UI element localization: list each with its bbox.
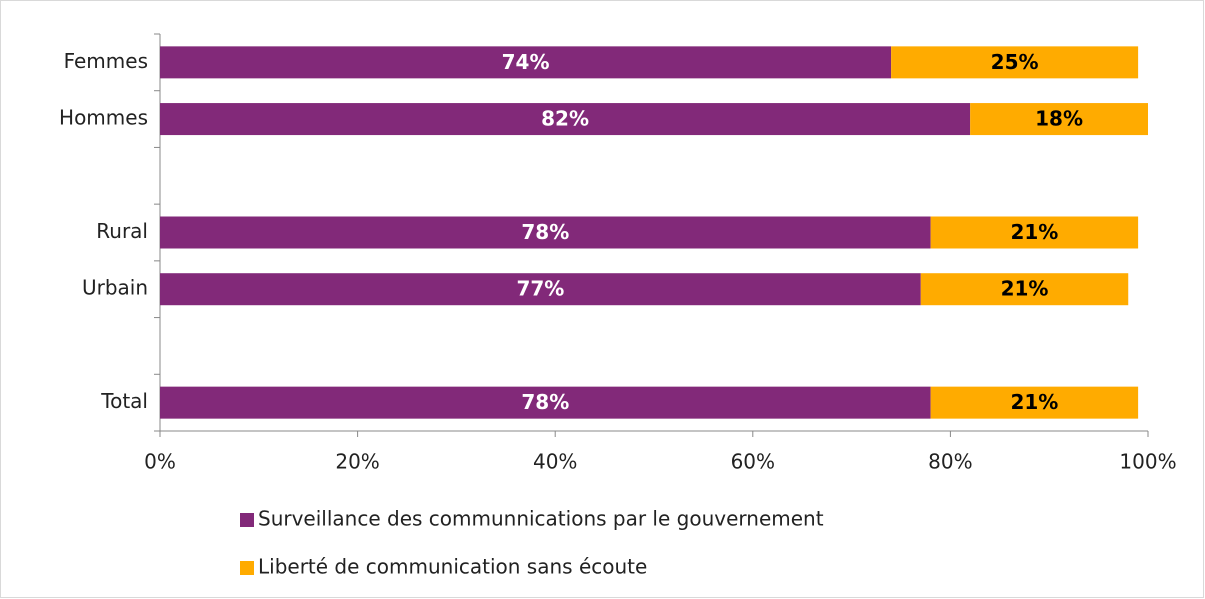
bar-segment [160, 46, 892, 79]
bar-segment [970, 103, 1148, 136]
x-tick-label: 0% [144, 450, 176, 474]
bar-segment [920, 273, 1129, 306]
data-label: 21% [1010, 390, 1058, 414]
bar-segment [930, 216, 1139, 249]
y-tick-label: Total [100, 389, 148, 413]
data-label: 21% [1001, 277, 1049, 301]
bar-segment [160, 103, 971, 136]
data-label: 21% [1010, 220, 1058, 244]
data-label: 77% [516, 277, 564, 301]
data-label: 78% [521, 390, 569, 414]
data-label: 78% [521, 220, 569, 244]
bar-segment [930, 386, 1139, 419]
bar-segment [160, 216, 931, 249]
x-tick-label: 20% [335, 450, 379, 474]
y-tick-label: Hommes [59, 106, 148, 130]
data-label: 18% [1035, 107, 1083, 131]
y-tick-label: Rural [96, 219, 148, 243]
bar-segment [160, 386, 931, 419]
legend-label: Surveillance des communnications par le … [258, 507, 824, 531]
data-label: 82% [541, 107, 589, 131]
bar-segment [891, 46, 1139, 79]
x-tick-label: 80% [928, 450, 972, 474]
x-tick-label: 100% [1119, 450, 1176, 474]
legend-label: Liberté de communication sans écoute [258, 555, 647, 579]
data-label: 74% [502, 50, 550, 74]
data-label: 25% [991, 50, 1039, 74]
y-tick-label: Urbain [82, 276, 148, 300]
y-tick-label: Femmes [64, 49, 148, 73]
legend-swatch [240, 513, 254, 527]
legend-swatch [240, 561, 254, 575]
x-tick-label: 40% [533, 450, 577, 474]
bar-segment [160, 273, 921, 306]
x-tick-label: 60% [731, 450, 775, 474]
